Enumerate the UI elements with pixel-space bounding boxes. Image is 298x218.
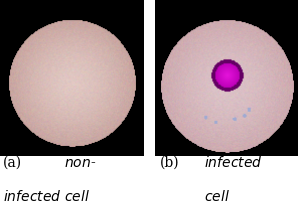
Text: $\mathit{infected}$: $\mathit{infected}$: [204, 155, 263, 170]
Bar: [0, 0, 143, 156]
Text: $\mathit{cell}$: $\mathit{cell}$: [204, 189, 230, 204]
Text: (a): (a): [3, 156, 22, 170]
Bar: [155, 0, 298, 156]
Text: $\mathit{non}$-: $\mathit{non}$-: [64, 156, 96, 170]
Text: $\mathit{infected}$: $\mathit{infected}$: [3, 189, 61, 204]
Text: $\mathit{cell}$: $\mathit{cell}$: [64, 189, 90, 204]
Text: (b): (b): [159, 156, 179, 170]
